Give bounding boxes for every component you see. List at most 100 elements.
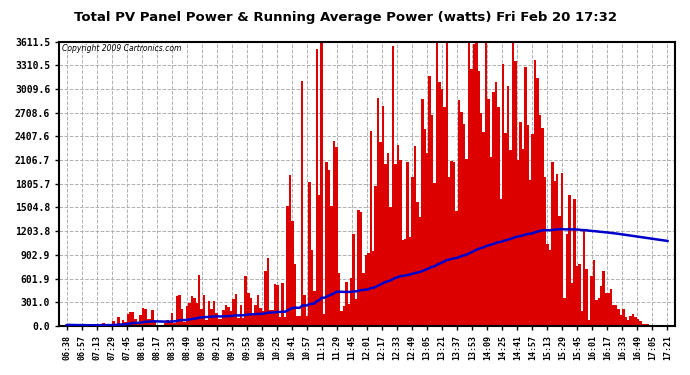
Bar [95,325,97,326]
Bar [132,312,135,326]
Bar [595,300,598,326]
Bar [348,304,350,326]
Bar [431,115,433,326]
Bar [269,310,272,326]
Bar [215,313,217,326]
Bar [549,249,551,326]
Bar [181,309,184,326]
Bar [473,44,475,326]
Bar [70,325,73,326]
Bar [583,231,585,326]
Bar [259,308,262,326]
Bar [441,89,443,326]
Bar [176,296,179,326]
Bar [448,177,451,326]
Bar [389,207,392,326]
Bar [355,299,357,326]
Bar [617,309,620,326]
Bar [522,149,524,326]
Bar [519,122,522,326]
Bar [414,146,416,326]
Bar [457,100,460,326]
Bar [208,300,210,326]
Bar [266,258,269,326]
Bar [647,324,649,326]
Bar [313,291,316,326]
Bar [654,325,656,326]
Bar [326,162,328,326]
Bar [588,320,591,326]
Bar [544,177,546,326]
Bar [500,199,502,326]
Bar [337,273,340,326]
Bar [203,295,206,326]
Bar [328,170,331,326]
Bar [612,305,615,326]
Bar [141,308,144,326]
Bar [475,42,477,326]
Bar [386,153,389,326]
Bar [487,99,490,326]
Bar [333,141,335,326]
Bar [323,314,326,326]
Bar [342,306,345,326]
Bar [66,325,68,326]
Bar [573,199,575,326]
Bar [102,323,105,326]
Bar [394,164,397,326]
Bar [183,322,186,326]
Bar [367,253,370,326]
Bar [585,270,588,326]
Bar [571,283,573,326]
Bar [553,181,556,326]
Bar [380,142,382,326]
Bar [235,294,237,326]
Bar [502,64,504,326]
Bar [642,324,644,326]
Bar [161,325,164,326]
Bar [222,310,225,326]
Bar [291,221,294,326]
Bar [497,107,500,326]
Bar [97,325,100,326]
Bar [377,98,380,326]
Bar [397,146,399,326]
Bar [566,234,569,326]
Bar [580,312,583,326]
Bar [529,180,531,326]
Bar [382,106,384,326]
Bar [168,321,171,326]
Bar [639,321,642,326]
Bar [465,159,468,326]
Bar [637,320,640,326]
Bar [568,195,571,326]
Bar [426,153,428,326]
Bar [524,67,526,326]
Bar [364,255,367,326]
Bar [622,309,624,326]
Bar [578,264,580,326]
Bar [195,303,198,326]
Bar [144,309,146,326]
Bar [217,320,220,326]
Bar [615,304,618,326]
Bar [239,305,242,326]
Bar [435,42,438,326]
Bar [264,272,266,326]
Bar [286,206,288,326]
Bar [455,211,458,326]
Bar [198,275,201,326]
Bar [257,295,259,326]
Bar [482,132,485,326]
Bar [159,325,161,326]
Bar [534,60,536,326]
Bar [315,49,318,326]
Bar [607,293,610,326]
Bar [105,325,108,326]
Bar [610,289,613,326]
Bar [213,301,215,326]
Bar [624,317,627,326]
Bar [345,282,348,326]
Bar [526,125,529,326]
Bar [122,320,124,326]
